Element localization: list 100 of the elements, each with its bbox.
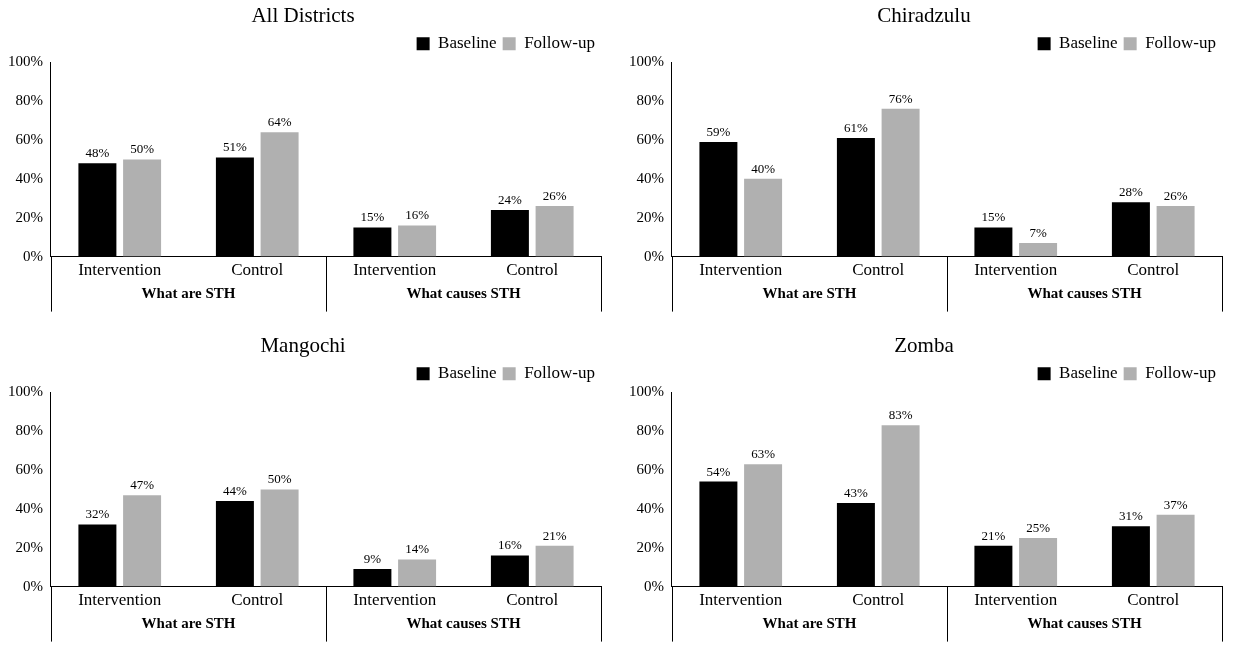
y-tick-label: 80% (15, 92, 43, 109)
bar (353, 569, 392, 587)
data-label: 50% (130, 141, 155, 157)
bar (78, 524, 117, 587)
bar (123, 495, 162, 587)
y-tick-label: 20% (636, 538, 664, 555)
data-label: 21% (542, 527, 567, 543)
x-tick-label: Control (852, 260, 905, 280)
bar (260, 132, 299, 257)
y-tick-label: 80% (15, 422, 43, 439)
legend-label: Follow-up (524, 363, 595, 383)
chart-title: Chiradzulu (877, 3, 972, 28)
bar (490, 555, 529, 587)
y-tick-label: 0% (644, 247, 664, 264)
y-tick-label: 100% (629, 383, 664, 400)
data-label: 21% (981, 527, 1006, 543)
y-tick-label: 40% (636, 169, 664, 186)
bar (260, 489, 299, 587)
y-tick-label: 60% (15, 130, 43, 147)
text: What are STH (141, 614, 236, 631)
x-tick-label: Intervention (699, 260, 783, 280)
x-tick-label: Intervention (353, 260, 437, 280)
y-tick-label: 100% (8, 53, 43, 70)
data-label: 48% (85, 145, 110, 161)
chart-title: All Districts (251, 3, 355, 28)
text: What are STH (762, 614, 857, 631)
data-label: 26% (542, 187, 567, 203)
data-label: 59% (706, 123, 731, 139)
bar (535, 545, 574, 587)
bar (1019, 538, 1058, 587)
data-label: 54% (706, 463, 731, 479)
y-tick-label: 100% (8, 383, 43, 400)
y-tick-label: 60% (636, 460, 664, 477)
y-tick-label: 60% (15, 460, 43, 477)
bar (699, 141, 738, 257)
bar (699, 481, 738, 587)
y-tick-label: 60% (636, 130, 664, 147)
bar (1111, 526, 1150, 587)
x-tick-label: Intervention (78, 590, 162, 610)
legend-label: Follow-up (524, 33, 595, 53)
bar (215, 157, 254, 257)
y-tick-label: 80% (636, 422, 664, 439)
data-label: 28% (1118, 184, 1143, 200)
x-tick-label: Control (231, 590, 284, 610)
y-tick-label: 20% (15, 208, 43, 225)
chart-title: Zomba (894, 333, 955, 358)
y-tick-label: 0% (23, 247, 43, 264)
x-tick-label: Control (231, 260, 284, 280)
y-tick-label: 80% (636, 92, 664, 109)
bar (398, 559, 437, 587)
bar (881, 108, 920, 257)
legend-label: Follow-up (1145, 33, 1216, 53)
y-tick-label: 20% (15, 538, 43, 555)
data-label: 32% (85, 506, 110, 522)
y-tick-label: 20% (636, 208, 664, 225)
data-label: 51% (222, 139, 247, 155)
data-label: 44% (222, 482, 247, 498)
x-tick-label: Intervention (974, 590, 1058, 610)
bar (398, 225, 437, 257)
data-label: 40% (751, 160, 776, 176)
bar (535, 206, 574, 257)
bar (836, 138, 875, 257)
bar (744, 464, 783, 587)
bar (1111, 202, 1150, 257)
bar (881, 425, 920, 587)
data-label: 31% (1118, 508, 1143, 524)
bar (123, 159, 162, 257)
bar (1019, 242, 1058, 257)
data-label: 37% (1163, 496, 1188, 512)
data-label: 26% (1163, 187, 1188, 203)
y-tick-label: 0% (23, 577, 43, 594)
x-tick-label: Intervention (974, 260, 1058, 280)
data-label: 9% (363, 551, 382, 567)
data-label: 16% (405, 207, 430, 223)
x-tick-label: Control (506, 260, 559, 280)
data-label: 24% (497, 191, 522, 207)
bar (353, 227, 392, 257)
text: What causes STH (406, 284, 521, 301)
bar (974, 227, 1013, 257)
legend-label: Follow-up (1145, 363, 1216, 383)
bar (490, 209, 529, 257)
data-label: 25% (1026, 519, 1051, 535)
data-label: 14% (405, 541, 430, 557)
data-label: 47% (130, 477, 155, 493)
data-label: 64% (267, 114, 292, 130)
data-label: 63% (751, 446, 776, 462)
y-tick-label: 0% (644, 577, 664, 594)
data-label: 15% (360, 209, 385, 225)
x-tick-label: Intervention (699, 590, 783, 610)
legend-label: Baseline (1059, 363, 1118, 383)
y-tick-label: 100% (629, 53, 664, 70)
legend-label: Baseline (438, 363, 497, 383)
legend-label: Baseline (1059, 33, 1118, 53)
y-tick-label: 40% (636, 499, 664, 516)
y-tick-label: 40% (15, 169, 43, 186)
x-tick-label: Control (852, 590, 905, 610)
data-label: 83% (888, 407, 913, 423)
x-tick-label: Control (1127, 260, 1180, 280)
data-label: 15% (981, 209, 1006, 225)
bar (974, 545, 1013, 587)
